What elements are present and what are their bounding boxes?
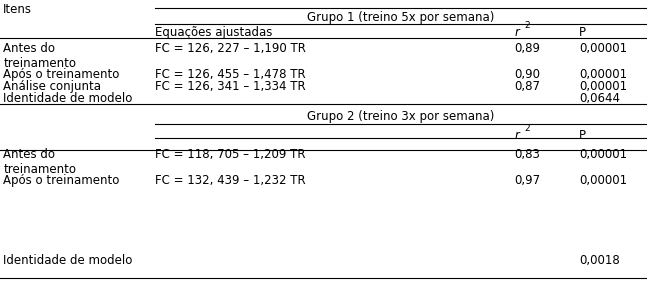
Text: P: P [579,26,586,39]
Text: Após o treinamento: Após o treinamento [3,68,120,81]
Text: P: P [579,129,586,142]
Text: FC = 126, 341 – 1,334 TR: FC = 126, 341 – 1,334 TR [155,80,306,93]
Text: FC = 132, 439 – 1,232 TR: FC = 132, 439 – 1,232 TR [155,174,306,187]
Text: Itens: Itens [3,3,32,16]
Text: Identidade de modelo: Identidade de modelo [3,92,133,105]
Text: 0,83: 0,83 [514,148,540,161]
Text: Após o treinamento: Após o treinamento [3,174,120,187]
Text: 0,00001: 0,00001 [579,68,627,81]
Text: Identidade de modelo: Identidade de modelo [3,254,133,267]
Text: 0,00001: 0,00001 [579,148,627,161]
Text: Análise conjunta: Análise conjunta [3,80,101,93]
Text: 0,00001: 0,00001 [579,42,627,55]
Text: Equações ajustadas: Equações ajustadas [155,26,272,39]
Text: 0,0018: 0,0018 [579,254,620,267]
Text: 0,00001: 0,00001 [579,80,627,93]
Text: 2: 2 [525,21,531,30]
Text: 0,87: 0,87 [514,80,540,93]
Text: FC = 126, 455 – 1,478 TR: FC = 126, 455 – 1,478 TR [155,68,306,81]
Text: FC = 126, 227 – 1,190 TR: FC = 126, 227 – 1,190 TR [155,42,306,55]
Text: FC = 118, 705 – 1,209 TR: FC = 118, 705 – 1,209 TR [155,148,306,161]
Text: 0,89: 0,89 [514,42,540,55]
Text: 0,90: 0,90 [514,68,540,81]
Text: r: r [514,26,520,39]
Text: Grupo 2 (treino 3x por semana): Grupo 2 (treino 3x por semana) [307,110,495,123]
Text: r: r [514,129,520,142]
Text: 0,00001: 0,00001 [579,174,627,187]
Text: 0,97: 0,97 [514,174,540,187]
Text: Antes do
treinamento: Antes do treinamento [3,148,76,176]
Text: Antes do
treinamento: Antes do treinamento [3,42,76,70]
Text: Grupo 1 (treino 5x por semana): Grupo 1 (treino 5x por semana) [307,11,495,24]
Text: 0,0644: 0,0644 [579,92,620,105]
Text: 2: 2 [525,124,531,133]
